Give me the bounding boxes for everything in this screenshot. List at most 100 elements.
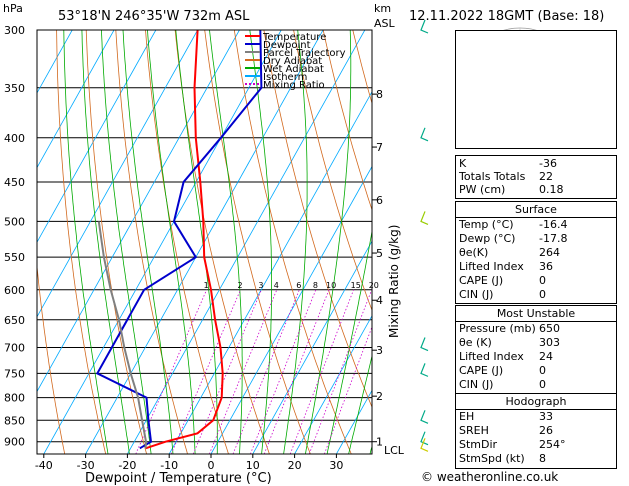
index-label: K (459, 157, 467, 170)
surface-row: Temp (°C) -16.4 (459, 218, 613, 231)
mu-row: Pressure (mb) 650 (459, 322, 613, 335)
hodo-label: StmDir (459, 438, 498, 451)
dry-adiabat-line (37, 262, 66, 454)
index-value: -36 (539, 157, 557, 170)
index-label: PW (cm) (459, 183, 506, 196)
asl-unit-label: ASL (374, 17, 396, 30)
km-unit-label: km (374, 2, 391, 15)
mixing-ratio-line (209, 289, 278, 454)
dry-adiabat-line (115, 30, 188, 454)
km-tick-label: 1 (376, 436, 383, 449)
mu-label: Lifted Index (459, 350, 524, 363)
km-tick-label: 8 (376, 88, 383, 101)
wind-barb (420, 19, 429, 34)
mixing-ratio-label: 1 (204, 281, 209, 290)
wet-adiabat-line (326, 229, 372, 454)
divider (456, 409, 616, 410)
index-row: Totals Totals 22 (459, 170, 613, 183)
temp-tick-label: -10 (160, 459, 178, 472)
surface-label: Temp (°C) (459, 218, 514, 231)
series-line-temperature (145, 30, 224, 450)
isotherm-line (37, 30, 198, 318)
mixing-ratio-label: 3 (258, 281, 263, 290)
mu-row: θe (K) 303 (459, 336, 613, 349)
indices-box: K -36 Totals Totals 22 PW (cm) 0.18 (455, 155, 617, 199)
wet-adiabat-line (348, 354, 372, 454)
mixing-ratio-line (308, 289, 372, 454)
pressure-tick-label: 550 (4, 251, 25, 264)
pressure-unit-label: hPa (3, 2, 23, 15)
hodo-value: 8 (539, 452, 546, 465)
mixing-ratio-line (170, 289, 241, 454)
surface-value: 0 (539, 274, 546, 287)
isotherm-line (43, 30, 282, 454)
series-line-parcel-trajectory (97, 221, 148, 449)
surface-label: Lifted Index (459, 260, 524, 273)
hodo-value: 254° (539, 438, 566, 451)
temp-tick-label: -30 (77, 459, 95, 472)
dry-adiabat-line (322, 30, 372, 211)
mixing-ratio-label: 4 (274, 281, 279, 290)
surface-row: θe(K) 264 (459, 246, 613, 259)
mixing-ratio-line (250, 289, 317, 454)
surface-label: Dewp (°C) (459, 232, 516, 245)
km-tick-label: 7 (376, 141, 383, 154)
mu-label: θe (K) (459, 336, 492, 349)
mu-row: CIN (J) 0 (459, 378, 613, 391)
hodo-label: EH (459, 410, 475, 423)
surface-value: 264 (539, 246, 560, 259)
isotherm-line (294, 314, 372, 454)
km-tick-label: 3 (376, 344, 383, 357)
dry-adiabat-line (204, 30, 311, 454)
temp-tick-label: 20 (288, 459, 302, 472)
pressure-tick-label: 500 (4, 215, 25, 228)
mu-value: 303 (539, 336, 560, 349)
pressure-tick-label: 450 (4, 176, 25, 189)
pressure-tick-label: 350 (4, 82, 25, 95)
wind-barb (420, 127, 429, 142)
mixing-ratio-label: 20 (369, 281, 379, 290)
wet-adiabat-line (283, 30, 308, 454)
isotherm-line (168, 91, 372, 454)
mu-label: Pressure (mb) (459, 322, 536, 335)
surface-value: -16.4 (539, 218, 568, 231)
mixing-ratio-label: 6 (296, 281, 301, 290)
hodograph-table-box: Hodograph EH 33 SREH 26 StmDir 254° StmSpd … (455, 393, 617, 469)
pressure-tick-label: 750 (4, 367, 25, 380)
pressure-tick-label: 300 (4, 24, 25, 37)
pressure-tick-label: 800 (4, 392, 25, 405)
mixing-ratio-line (289, 289, 354, 454)
hodo-label: StmSpd (kt) (459, 452, 525, 465)
dry-adiabat-line (233, 30, 352, 454)
isotherm-line (37, 30, 115, 169)
mixing-ratio-line (263, 289, 330, 454)
legend-label: Mixing Ratio (263, 80, 325, 91)
dry-adiabat-line (145, 30, 229, 454)
y-axis-label: Mixing Ratio (g/kg) (387, 225, 401, 338)
mu-label: CAPE (J) (459, 364, 504, 377)
hodo-row: EH 33 (459, 410, 613, 423)
surface-value: 0 (539, 288, 546, 301)
surface-row: CIN (J) 0 (459, 288, 613, 301)
mixing-ratio-label: 2 (237, 281, 242, 290)
wet-adiabat-line (101, 30, 152, 454)
divider (456, 217, 616, 218)
surface-label: CIN (J) (459, 288, 494, 301)
index-row: K -36 (459, 157, 613, 170)
surface-row: Lifted Index 36 (459, 260, 613, 273)
surface-row: Dewp (°C) -17.8 (459, 232, 613, 245)
legend-label: Isotherm (263, 72, 307, 83)
wet-adiabat-line (63, 30, 109, 454)
datetime-title: 12.11.2022 18GMT (Base: 18) (409, 9, 604, 24)
wet-adiabat-line (305, 30, 352, 454)
wet-adiabat-line (249, 30, 272, 454)
pressure-tick-label: 600 (4, 284, 25, 297)
pressure-tick-label: 400 (4, 132, 25, 145)
temp-tick-label: 0 (208, 459, 215, 472)
wind-barb (420, 410, 429, 424)
divider (456, 321, 616, 322)
wet-adiabat-line (147, 30, 196, 454)
surface-box: Surface Temp (°C) -16.4 Dewp (°C) -17.8 θe… (455, 201, 617, 304)
mixing-ratio-label: 8 (313, 281, 318, 290)
mixing-ratio-line (324, 325, 372, 454)
